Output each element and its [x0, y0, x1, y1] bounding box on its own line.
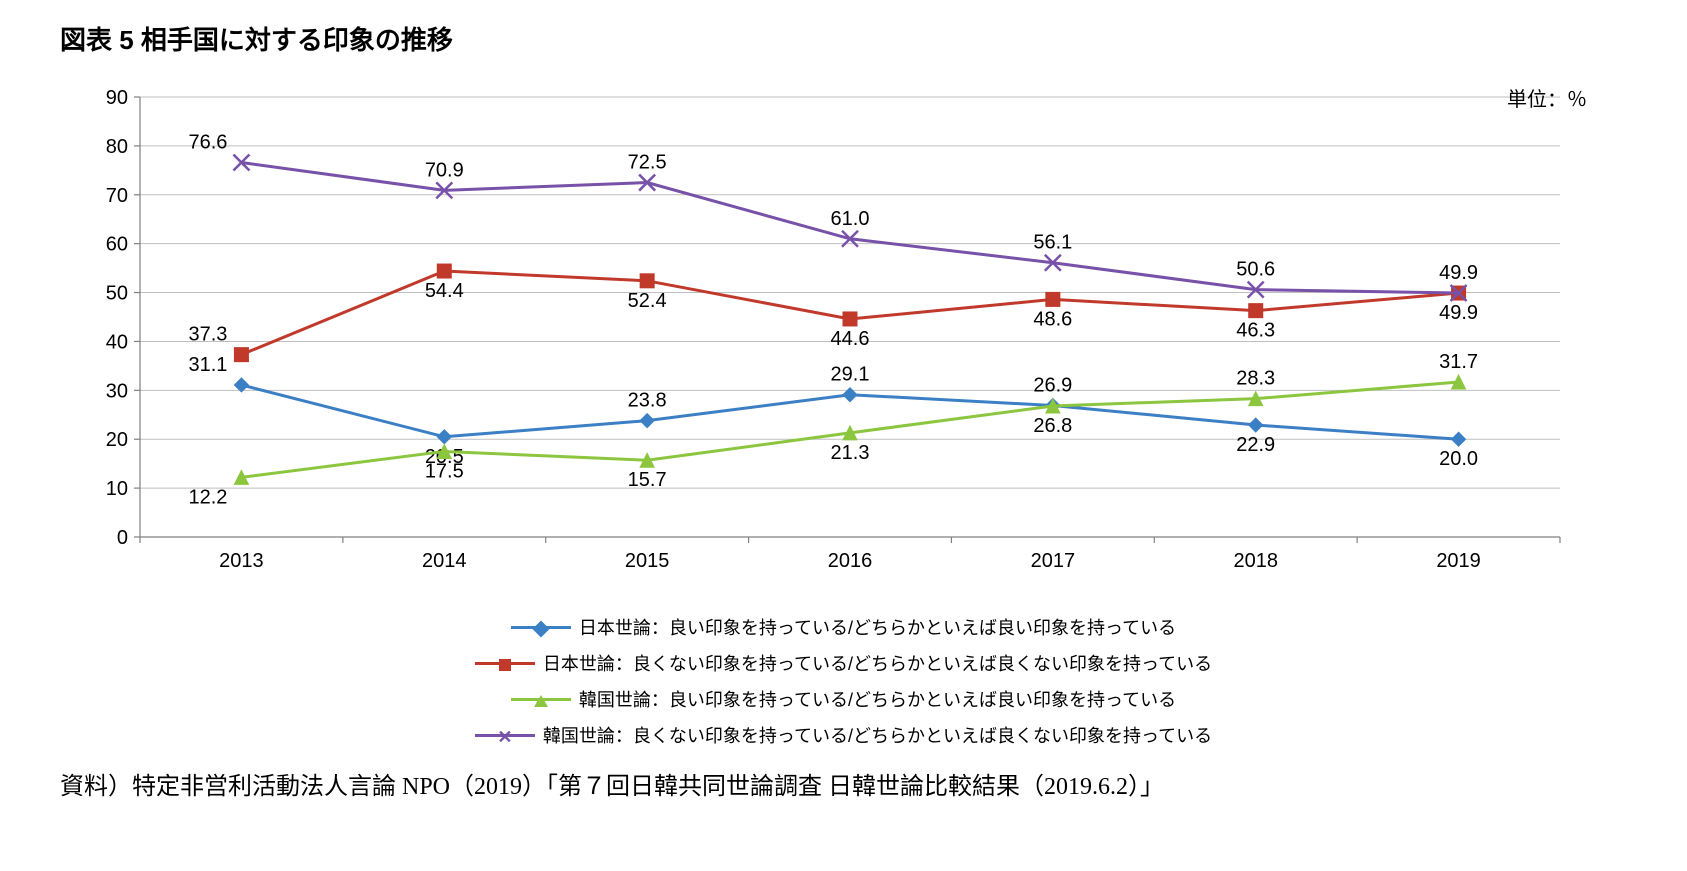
diamond-icon — [532, 620, 549, 637]
data-label: 20.0 — [1439, 448, 1478, 470]
data-label: 44.6 — [831, 328, 870, 350]
svg-text:0: 0 — [117, 527, 128, 549]
svg-text:2016: 2016 — [828, 550, 873, 572]
svg-text:30: 30 — [106, 380, 128, 402]
legend-swatch: ✕ — [475, 734, 535, 737]
data-label: 31.1 — [188, 354, 227, 376]
data-label: 26.9 — [1033, 374, 1072, 396]
svg-text:70: 70 — [106, 185, 128, 207]
legend-item-kor_bad: ✕ 韓国世論：良くない印象を持っている/どちらかといえば良くない印象を持っている — [475, 722, 1212, 748]
legend: 日本世論：良い印象を持っている/どちらかといえば良い印象を持っている日本世論：良… — [60, 614, 1627, 748]
data-label: 70.9 — [425, 159, 464, 181]
data-label: 49.9 — [1439, 302, 1478, 324]
data-label: 52.4 — [628, 290, 667, 312]
data-label: 46.3 — [1236, 320, 1275, 342]
legend-item-jpn_good: 日本世論：良い印象を持っている/どちらかといえば良い印象を持っている — [511, 614, 1176, 640]
svg-text:2015: 2015 — [625, 550, 670, 572]
data-label: 12.2 — [188, 486, 227, 508]
svg-text:60: 60 — [106, 234, 128, 256]
page: 図表 5 相手国に対する印象の推移 単位：％ 0 10 20 30 40 50 60 70 80… — [0, 0, 1687, 871]
square-icon — [499, 659, 511, 671]
legend-label: 韓国世論：良くない印象を持っている/どちらかといえば良くない印象を持っている — [543, 722, 1212, 748]
svg-text:2018: 2018 — [1233, 550, 1278, 572]
data-label: 61.0 — [831, 208, 870, 230]
svg-text:2017: 2017 — [1031, 550, 1076, 572]
chart-area: 単位：％ 0 10 20 30 40 50 60 70 80 90 2013 2014 2015 2016… — [60, 77, 1627, 602]
svg-text:10: 10 — [106, 478, 128, 500]
legend-label: 韓国世論：良い印象を持っている/どちらかといえば良い印象を持っている — [579, 686, 1176, 712]
legend-item-jpn_bad: 日本世論：良くない印象を持っている/どちらかといえば良くない印象を持っている — [475, 650, 1212, 676]
svg-text:20: 20 — [106, 429, 128, 451]
data-label: 48.6 — [1033, 308, 1072, 330]
legend-swatch — [511, 626, 571, 629]
data-label: 37.3 — [188, 324, 227, 346]
triangle-icon — [534, 695, 548, 707]
svg-text:2013: 2013 — [219, 550, 264, 572]
legend-swatch — [511, 698, 571, 701]
data-label: 54.4 — [425, 280, 464, 302]
data-label: 31.7 — [1439, 351, 1478, 373]
data-label: 49.9 — [1439, 262, 1478, 284]
data-label: 15.7 — [628, 469, 667, 491]
svg-text:80: 80 — [106, 136, 128, 158]
svg-text:2019: 2019 — [1436, 550, 1481, 572]
svg-text:40: 40 — [106, 331, 128, 353]
data-label: 22.9 — [1236, 434, 1275, 456]
data-label: 29.1 — [831, 364, 870, 386]
legend-swatch — [475, 662, 535, 665]
legend-label: 日本世論：良くない印象を持っている/どちらかといえば良くない印象を持っている — [543, 650, 1212, 676]
unit-label: 単位：％ — [1507, 83, 1587, 112]
svg-text:2014: 2014 — [422, 550, 467, 572]
line-chart: 0 10 20 30 40 50 60 70 80 90 2013 2014 2015 2016 2017 2… — [60, 77, 1580, 597]
data-label: 23.8 — [628, 390, 667, 412]
data-label: 21.3 — [831, 442, 870, 464]
legend-item-kor_good: 韓国世論：良い印象を持っている/どちらかといえば良い印象を持っている — [511, 686, 1176, 712]
data-label: 76.6 — [188, 132, 227, 154]
legend-label: 日本世論：良い印象を持っている/どちらかといえば良い印象を持っている — [579, 614, 1176, 640]
data-label: 17.5 — [425, 460, 464, 482]
svg-text:90: 90 — [106, 87, 128, 109]
data-label: 56.1 — [1033, 232, 1072, 254]
svg-text:50: 50 — [106, 283, 128, 305]
data-label: 50.6 — [1236, 259, 1275, 281]
data-label: 72.5 — [628, 152, 667, 174]
chart-title: 図表 5 相手国に対する印象の推移 — [60, 20, 1627, 57]
source-citation: 資料）特定非営利活動法人言論 NPO（2019）「第７回日韓共同世論調査 日韓世… — [60, 766, 1627, 801]
data-label: 28.3 — [1236, 368, 1275, 390]
data-label: 26.8 — [1033, 415, 1072, 437]
